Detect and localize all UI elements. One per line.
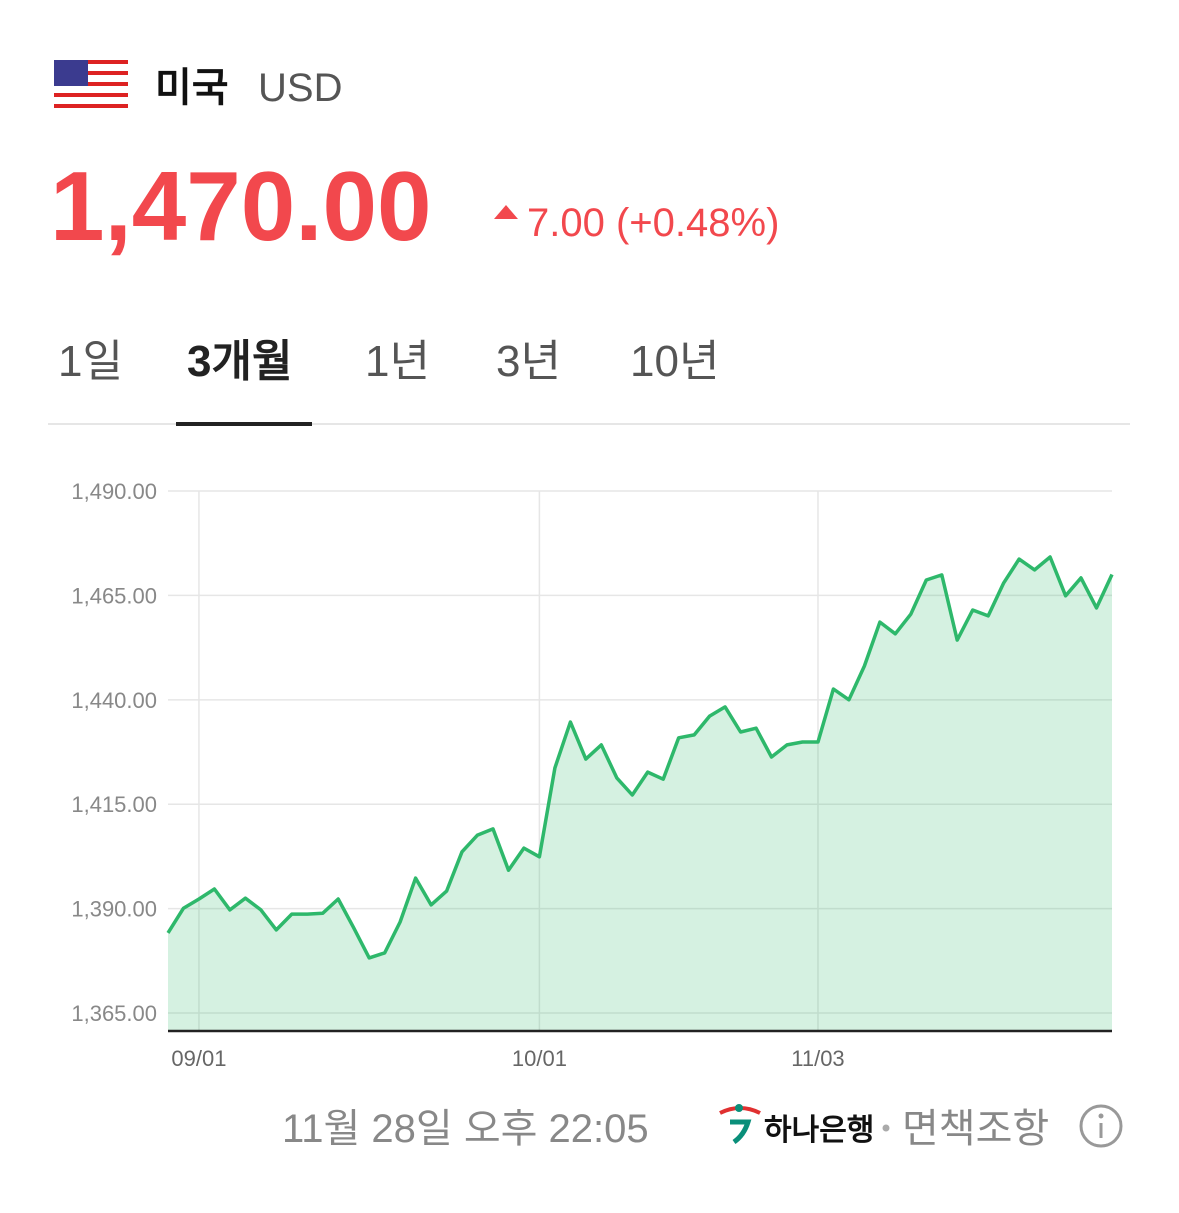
line — [166, 555, 1114, 960]
price-change: 7.00 (+0.48%) — [527, 201, 779, 245]
y-tick-label: 1,490.00 — [71, 479, 157, 504]
active-tab-indicator — [176, 422, 312, 426]
price: 1,470.00 — [50, 151, 431, 261]
x-tick-label: 09/01 — [171, 1046, 226, 1071]
tabs: 1일 3개월 1년 3년 10년 — [58, 337, 719, 386]
country: 미국 — [155, 66, 229, 110]
chart: 1,365.00 1,390.00 1,415.00 1,440.00 1,465.00… — [71, 479, 1114, 1071]
y-tick-label: 1,440.00 — [71, 688, 157, 713]
tab[interactable]: 3년 — [496, 337, 561, 386]
y-tick-label: 1,465.00 — [71, 583, 157, 608]
tab[interactable]: 3개월 — [187, 337, 292, 386]
tab[interactable]: 10년 — [630, 337, 719, 386]
y-tick-label: 1,365.00 — [71, 1001, 157, 1026]
y-tick-label: 1,415.00 — [71, 792, 157, 817]
tab[interactable]: 1일 — [58, 337, 123, 386]
info-icon[interactable] — [1079, 1104, 1123, 1148]
currency: USD — [258, 66, 342, 110]
y-tick-label: 1,390.00 — [71, 897, 157, 922]
us-flag — [54, 60, 128, 108]
up-arrow — [494, 205, 518, 219]
x-tick-label: 11/03 — [791, 1046, 844, 1071]
x-tick-label: 10/01 — [512, 1046, 567, 1071]
bank-logo — [719, 1104, 761, 1145]
bank-name: 하나은행 — [764, 1114, 874, 1147]
disclaimer[interactable]: 면책조항 — [902, 1107, 1049, 1151]
separator-dot — [882, 1124, 890, 1132]
timestamp: 11월 28일 오후 22:05 — [282, 1107, 649, 1151]
tab[interactable]: 1년 — [365, 337, 430, 386]
area — [168, 557, 1112, 1031]
